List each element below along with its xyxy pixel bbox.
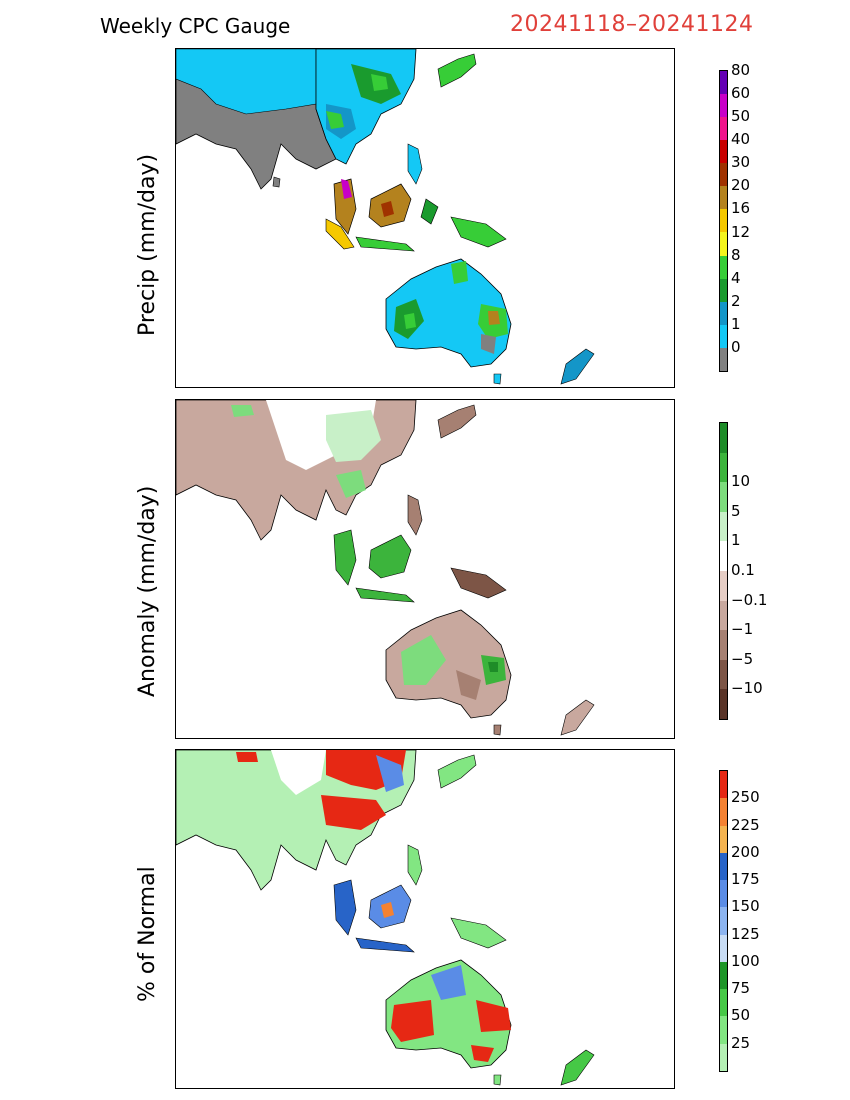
colorbar-tick-label: 75 (731, 979, 751, 998)
colorbar-swatch (720, 825, 727, 853)
colorbar-tick-label: 25 (731, 1033, 751, 1052)
colorbar-swatch (720, 255, 727, 279)
colorbar-swatch (720, 961, 727, 990)
anomaly-ylabel: Anomaly (mm/day) (135, 485, 160, 697)
colorbar-swatch (720, 324, 727, 348)
colorbar-tick-label: −10 (731, 679, 763, 698)
colorbar-swatch (720, 511, 727, 542)
colorbar-swatch (720, 186, 727, 210)
colorbar-swatch (720, 852, 727, 881)
anomaly-map (175, 399, 675, 739)
colorbar-swatch (720, 482, 727, 512)
colorbar-swatch (720, 880, 727, 908)
precip-colorbar (719, 70, 728, 372)
colorbar-tick-label: 0.1 (731, 561, 755, 579)
colorbar-tick-label: 150 (731, 897, 760, 916)
percent-ylabel: % of Normal (135, 866, 160, 1002)
colorbar-swatch (720, 71, 727, 95)
colorbar-swatch (720, 301, 727, 325)
colorbar-tick-label: 4 (731, 268, 741, 287)
precip-ylabel: Precip (mm/day) (135, 153, 160, 336)
colorbar-swatch (720, 347, 727, 371)
percent-colorbar (719, 770, 728, 1072)
colorbar-tick-label: −0.1 (731, 590, 768, 609)
colorbar-swatch (720, 934, 727, 962)
colorbar-swatch (720, 232, 727, 256)
colorbar-swatch (720, 570, 727, 601)
colorbar-tick-label: 225 (731, 815, 760, 834)
colorbar-tick-label: 16 (731, 199, 751, 218)
colorbar-swatch (720, 94, 727, 118)
colorbar-tick-label: 0 (731, 337, 741, 356)
colorbar-tick-label: 200 (731, 842, 760, 861)
colorbar-tick-label: 250 (731, 788, 760, 807)
colorbar-tick-label: 10 (731, 472, 751, 491)
colorbar-swatch (720, 989, 727, 1017)
colorbar-tick-label: 5 (731, 501, 741, 520)
percent-map (175, 749, 675, 1089)
colorbar-swatch (720, 163, 727, 187)
colorbar-tick-label: 8 (731, 245, 741, 264)
colorbar-swatch (720, 278, 727, 302)
colorbar-tick-label: 40 (731, 130, 751, 149)
colorbar-swatch (720, 798, 727, 826)
colorbar-tick-label: 30 (731, 153, 751, 172)
colorbar-tick-label: 50 (731, 107, 751, 126)
colorbar-tick-label: −1 (731, 620, 754, 639)
colorbar-swatch (720, 689, 727, 719)
colorbar-tick-label: 1 (731, 531, 741, 550)
colorbar-tick-label: 100 (731, 951, 760, 970)
colorbar-swatch (720, 1043, 727, 1071)
colorbar-swatch (720, 659, 727, 690)
colorbar-swatch (720, 541, 727, 571)
colorbar-swatch (720, 423, 727, 453)
precip-map (175, 48, 675, 388)
colorbar-swatch (720, 907, 727, 935)
chart-title: Weekly CPC Gauge (100, 14, 291, 38)
colorbar-tick-label: −5 (731, 649, 754, 668)
colorbar-tick-label: 80 (731, 61, 751, 79)
colorbar-swatch (720, 771, 727, 799)
colorbar-tick-label: 2 (731, 291, 741, 310)
colorbar-tick-label: 60 (731, 84, 751, 103)
colorbar-tick-label: 175 (731, 870, 760, 889)
colorbar-swatch (720, 117, 727, 141)
colorbar-tick-label: 50 (731, 1006, 751, 1025)
anomaly-colorbar (719, 422, 728, 720)
date-range: 20241118–20241124 (510, 12, 754, 37)
colorbar-tick-label: 1 (731, 314, 741, 333)
colorbar-swatch (720, 209, 727, 233)
colorbar-swatch (720, 1016, 727, 1044)
colorbar-tick-label: 20 (731, 176, 751, 195)
colorbar-swatch (720, 600, 727, 631)
colorbar-tick-label: 125 (731, 924, 760, 943)
colorbar-swatch (720, 452, 727, 483)
colorbar-swatch (720, 140, 727, 164)
colorbar-tick-label: 12 (731, 222, 751, 241)
colorbar-swatch (720, 630, 727, 660)
